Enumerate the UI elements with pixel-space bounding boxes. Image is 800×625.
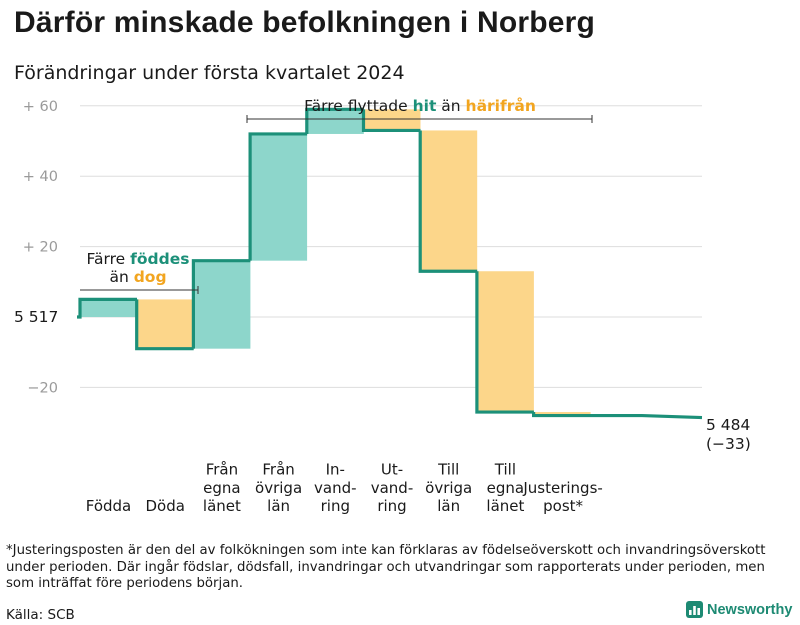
category-label: Till bbox=[494, 461, 516, 479]
annotation-highlight-orange: dog bbox=[134, 268, 167, 286]
category-label: egna bbox=[203, 479, 240, 497]
bar-8 bbox=[476, 271, 534, 413]
category-label: länet bbox=[203, 497, 241, 515]
category-label: län bbox=[437, 497, 460, 515]
source-label: Källa: SCB bbox=[6, 607, 75, 623]
bar-6 bbox=[363, 109, 421, 131]
category-label: egna bbox=[487, 479, 524, 497]
migration-annotation: Färre flyttade hit än härifrån bbox=[304, 96, 536, 115]
category-label: Till bbox=[437, 461, 459, 479]
annotation-text: än bbox=[109, 268, 133, 286]
bar-2 bbox=[136, 299, 194, 349]
bar-chart-icon bbox=[686, 601, 703, 618]
category-label: post* bbox=[543, 497, 583, 515]
running-total-path bbox=[77, 107, 703, 420]
footnote: *Justeringsposten är den del av folkökni… bbox=[6, 543, 766, 591]
running-total-line bbox=[77, 107, 703, 420]
chart-title: Därför minskade befolkningen i Norberg bbox=[14, 6, 596, 39]
category-label: Födda bbox=[86, 497, 132, 515]
annotation-highlight-teal: hit bbox=[413, 97, 437, 115]
category-label: In- bbox=[326, 461, 345, 479]
brand-logo[interactable]: Newsworthy bbox=[686, 601, 792, 618]
end-change-label: (−33) bbox=[706, 435, 751, 453]
births-annotation-line1: Färre föddes bbox=[87, 250, 190, 268]
annotation-highlight-teal: föddes bbox=[130, 250, 189, 268]
annotation-text: än bbox=[436, 97, 465, 115]
category-label: övriga bbox=[255, 479, 302, 497]
category-label: övriga bbox=[425, 479, 472, 497]
category-label: Från bbox=[262, 461, 294, 479]
category-labels: Födda DödaFrånegnalänetFrånövrigalänIn-va… bbox=[86, 461, 603, 515]
births-annotation-line2: än dog bbox=[109, 268, 166, 286]
category-label: Döda bbox=[145, 497, 184, 515]
annotation-text: Färre bbox=[87, 250, 131, 268]
category-label: ring bbox=[321, 497, 350, 515]
bar-4 bbox=[250, 133, 308, 261]
category-label: Från bbox=[206, 461, 238, 479]
annotation-highlight-orange: härifrån bbox=[466, 96, 536, 115]
category-label: vand- bbox=[314, 479, 357, 497]
chart-subtitle: Förändringar under första kvartalet 2024 bbox=[14, 62, 405, 84]
y-tick-label: + 40 bbox=[23, 169, 58, 185]
category-label: ring bbox=[377, 497, 406, 515]
bar-3 bbox=[193, 260, 251, 349]
category-label: länet bbox=[486, 497, 524, 515]
waterfall-chart: + 60 + 40 + 20 −20 5 517 5 484(−33) Färre föd… bbox=[14, 96, 751, 515]
y-tick-label: + 20 bbox=[23, 240, 58, 256]
bar-7 bbox=[420, 130, 478, 272]
category-label: Ut- bbox=[381, 461, 403, 479]
category-label: Justerings- bbox=[522, 479, 602, 497]
bar-9 bbox=[533, 412, 591, 416]
bar-5 bbox=[306, 109, 364, 134]
category-label: vand- bbox=[371, 479, 414, 497]
y-tick-label: −20 bbox=[27, 380, 58, 396]
category-label: län bbox=[267, 497, 290, 515]
bar-1 bbox=[80, 299, 137, 317]
start-value-label: 5 517 bbox=[14, 308, 58, 326]
bars bbox=[80, 109, 591, 416]
brand-name: Newsworthy bbox=[707, 601, 793, 618]
y-tick-label: + 60 bbox=[23, 99, 58, 115]
end-value-label: 5 484 bbox=[706, 416, 750, 434]
annotation-text: Färre flyttade bbox=[304, 97, 412, 115]
